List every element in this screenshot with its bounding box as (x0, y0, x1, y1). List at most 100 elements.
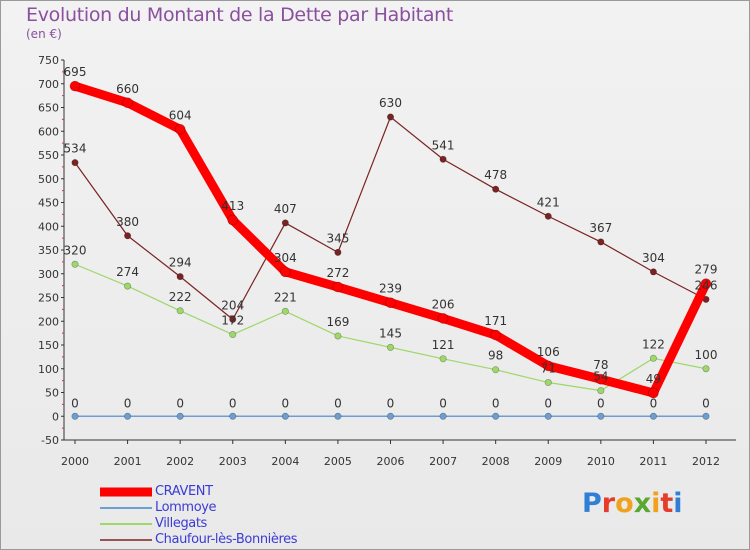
x-tick-label: 2012 (692, 455, 720, 468)
data-point (386, 113, 394, 121)
y-tick-label: 100 (38, 363, 59, 376)
data-point (595, 373, 607, 385)
data-label: 54 (593, 370, 608, 384)
data-label: 320 (64, 243, 87, 257)
x-tick-label: 2007 (429, 455, 457, 468)
logo-letter: o (615, 488, 634, 519)
y-tick-label: 550 (38, 149, 59, 162)
data-point (176, 412, 184, 420)
data-point (492, 185, 500, 193)
data-label: 0 (124, 396, 132, 410)
y-tick-label: 300 (38, 268, 59, 281)
data-label: 0 (544, 396, 552, 410)
data-label: 204 (221, 298, 244, 312)
x-tick-label: 2002 (166, 455, 194, 468)
data-label: 169 (326, 315, 349, 329)
data-label: 0 (282, 396, 290, 410)
data-point (544, 379, 552, 387)
data-point (122, 97, 133, 109)
data-label: 0 (702, 396, 710, 410)
data-point (229, 412, 237, 420)
data-point (542, 360, 554, 372)
legend-swatch-villegats (100, 523, 152, 525)
data-point (700, 278, 712, 290)
data-point (176, 307, 184, 315)
data-point (227, 214, 239, 226)
data-point (490, 329, 501, 341)
data-label: 0 (387, 396, 395, 410)
data-point (597, 387, 605, 395)
data-label: 0 (229, 396, 237, 410)
logo-letter: r (601, 488, 616, 519)
data-label: 206 (432, 297, 455, 311)
data-label: 294 (169, 256, 192, 270)
data-point (702, 365, 710, 373)
data-label: 49 (646, 372, 661, 386)
data-label: 246 (695, 278, 718, 292)
data-point (334, 412, 342, 420)
data-label: 0 (176, 396, 184, 410)
data-label: 630 (379, 96, 402, 110)
logo-letter: P (582, 488, 602, 519)
data-label: 274 (116, 265, 139, 279)
legend-label-chaufour: Chaufour-lès-Bonnières (155, 532, 298, 547)
data-point (124, 282, 132, 290)
data-label: 0 (597, 396, 605, 410)
x-tick-label: 2003 (219, 455, 247, 468)
data-label: 0 (492, 396, 500, 410)
data-point (439, 412, 447, 420)
data-point (385, 297, 396, 309)
data-point (71, 260, 79, 268)
data-label: 98 (488, 349, 503, 363)
data-point (71, 412, 79, 420)
y-tick-label: 500 (38, 173, 59, 186)
data-point (492, 366, 500, 374)
y-tick-label: 350 (38, 244, 59, 257)
data-label: 695 (64, 65, 87, 79)
x-tick-label: 2001 (114, 455, 142, 468)
data-label: 171 (484, 314, 507, 328)
data-label: 121 (432, 338, 455, 352)
data-label: 272 (326, 266, 349, 280)
x-tick-label: 2004 (271, 455, 299, 468)
x-tick-label: 2010 (587, 455, 615, 468)
data-label: 413 (221, 199, 244, 213)
y-tick-label: 50 (45, 387, 59, 400)
data-point (492, 412, 500, 420)
y-tick-label: 450 (38, 197, 59, 210)
data-label: 534 (64, 142, 87, 156)
data-label: 122 (642, 337, 665, 351)
data-point (439, 355, 447, 363)
x-tick-label: 2008 (482, 455, 510, 468)
x-tick-label: 2006 (377, 455, 405, 468)
data-point (649, 354, 657, 362)
legend-label-lommoye: Lommoye (155, 500, 217, 515)
data-label: 304 (642, 251, 665, 265)
x-tick-label: 2000 (61, 455, 89, 468)
data-point (648, 387, 659, 399)
data-point (280, 266, 291, 278)
data-point (544, 412, 552, 420)
data-label: 604 (169, 108, 192, 122)
data-point (649, 268, 657, 276)
y-tick-label: 750 (38, 54, 59, 67)
data-point (281, 412, 289, 420)
logo-letter: x (633, 488, 652, 519)
data-point (229, 331, 237, 339)
data-label: 380 (116, 215, 139, 229)
data-label: 78 (593, 358, 608, 372)
y-tick-label: -50 (41, 434, 59, 447)
logo-letter: i (673, 488, 683, 519)
data-label: 0 (334, 396, 342, 410)
data-label: 71 (541, 362, 556, 376)
data-point (124, 412, 132, 420)
data-label: 407 (274, 202, 297, 216)
y-tick-label: 700 (38, 78, 59, 91)
data-point (124, 232, 132, 240)
chart-title: Evolution du Montant de la Dette par Hab… (26, 4, 454, 26)
legend-label-villegats: Villegats (155, 516, 207, 531)
data-label: 478 (484, 168, 507, 182)
data-label: 0 (650, 396, 658, 410)
